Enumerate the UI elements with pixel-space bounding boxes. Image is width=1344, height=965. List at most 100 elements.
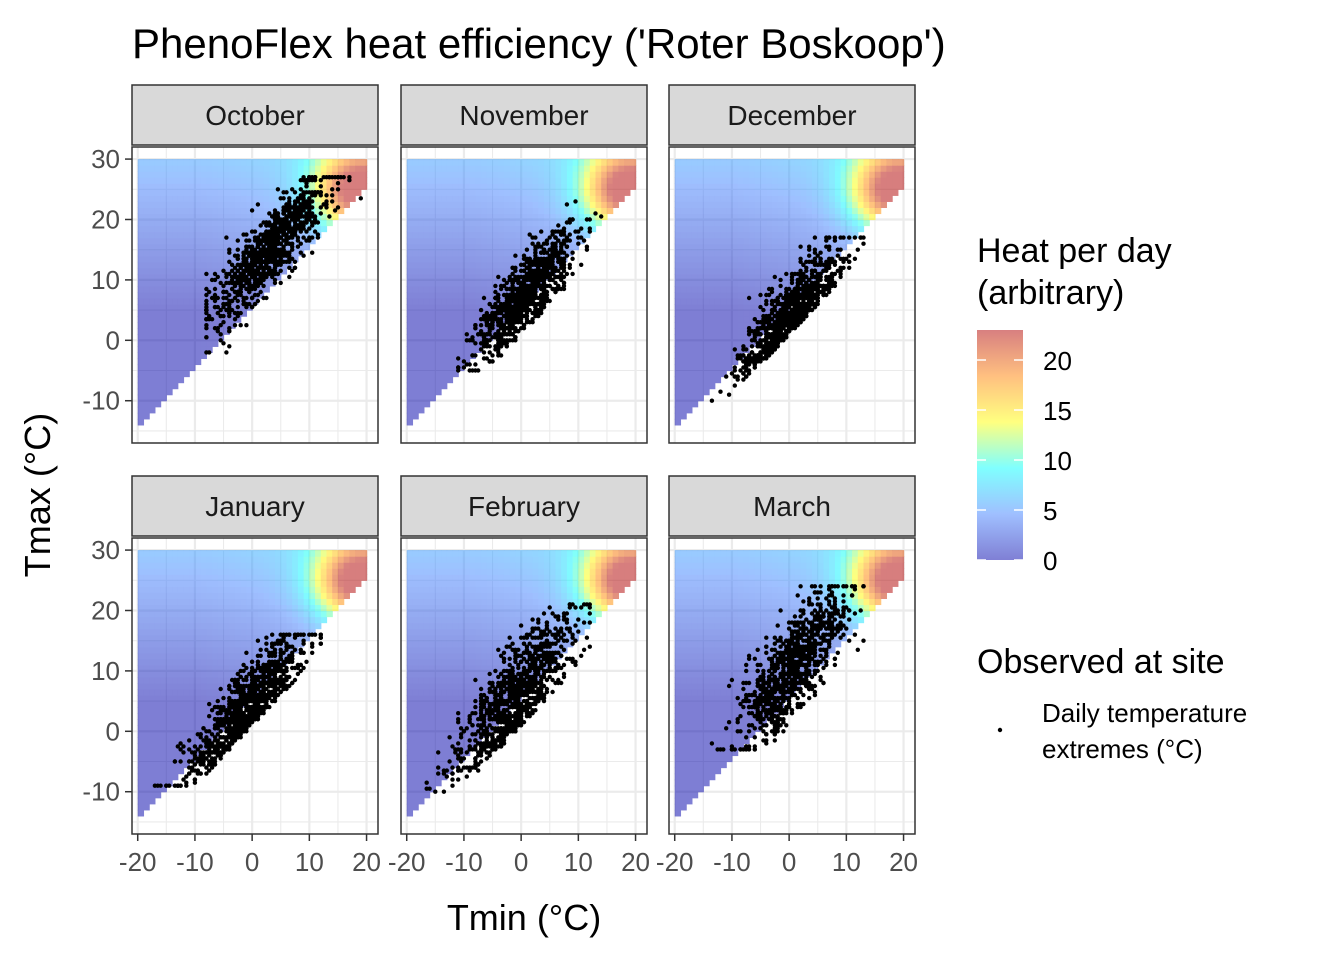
data-point (573, 199, 577, 203)
data-point (496, 275, 500, 279)
data-point (273, 263, 277, 267)
data-point (565, 238, 569, 242)
heat-tile (892, 177, 898, 184)
heat-tile (149, 219, 155, 226)
heat-tile (212, 219, 218, 226)
heat-tile (166, 256, 172, 263)
heat-tile (143, 377, 149, 384)
heat-tile (806, 165, 812, 172)
heat-tile (481, 201, 487, 208)
data-point (499, 302, 503, 306)
heat-tile (407, 340, 413, 347)
heat-tile (424, 371, 430, 378)
heat-tile (195, 201, 201, 208)
heat-tile (578, 219, 584, 226)
heat-tile (703, 298, 709, 305)
heat-tile (475, 183, 481, 190)
heat-tile (172, 219, 178, 226)
heat-tile (183, 364, 189, 371)
heat-tile (178, 201, 184, 208)
heat-tile (538, 159, 544, 166)
heat-tile (195, 340, 201, 347)
heat-tile (189, 364, 195, 371)
heat-tile (692, 207, 698, 214)
heat-tile (823, 213, 829, 220)
heat-tile (498, 262, 504, 269)
data-point (239, 272, 243, 276)
heat-tile (447, 274, 453, 281)
heat-tile (361, 159, 367, 166)
heat-tile (783, 262, 789, 269)
heat-tile (487, 274, 493, 281)
heat-tile (498, 171, 504, 178)
heat-tile (447, 201, 453, 208)
heat-tile (430, 238, 436, 245)
heat-tile (407, 413, 413, 420)
heat-tile (715, 226, 721, 233)
heat-tile (424, 286, 430, 293)
heat-tile (795, 159, 801, 166)
heat-tile (246, 183, 252, 190)
heat-tile (692, 256, 698, 263)
data-point (279, 257, 283, 261)
heat-tile (852, 183, 858, 190)
data-point (250, 296, 254, 300)
heat-tile (224, 171, 230, 178)
heat-tile (149, 226, 155, 233)
heat-tile (829, 226, 835, 233)
heat-tile (761, 244, 767, 251)
heat-tile (778, 165, 784, 172)
heat-tile (218, 238, 224, 245)
heat-tile (441, 371, 447, 378)
data-point (330, 187, 334, 191)
heat-tile (783, 183, 789, 190)
data-point (233, 254, 237, 258)
heat-tile (801, 177, 807, 184)
heat-tile (686, 195, 692, 202)
data-point (227, 329, 231, 333)
heat-tile (590, 171, 596, 178)
heat-tile (561, 189, 567, 196)
data-point (327, 175, 331, 179)
heat-tile (481, 280, 487, 287)
heat-tile (475, 213, 481, 220)
heat-tile (407, 371, 413, 378)
heat-tile (464, 207, 470, 214)
heat-tile (418, 292, 424, 299)
heat-tile (143, 395, 149, 402)
facet-panel-december: December (646, 85, 932, 461)
heat-tile (161, 183, 167, 190)
heat-tile (703, 177, 709, 184)
heat-tile (235, 232, 241, 239)
heat-tile (178, 298, 184, 305)
data-point (290, 242, 294, 246)
heat-tile (258, 159, 264, 166)
data-point (244, 238, 248, 242)
heat-tile (601, 177, 607, 184)
heat-tile (264, 177, 270, 184)
heat-tile (755, 286, 761, 293)
heat-tile (487, 280, 493, 287)
heat-tile (407, 195, 413, 202)
data-point (256, 242, 260, 246)
heat-tile (172, 274, 178, 281)
data-point (284, 242, 288, 246)
heat-tile (201, 262, 207, 269)
heat-tile (138, 395, 144, 402)
heat-tile (772, 226, 778, 233)
heat-tile (550, 189, 556, 196)
heat-tile (309, 159, 315, 166)
heat-tile (624, 189, 630, 196)
heat-tile (493, 165, 499, 172)
heat-tile (601, 207, 607, 214)
heat-tile (755, 250, 761, 257)
heat-tile (749, 244, 755, 251)
heat-tile (726, 165, 732, 172)
heat-tile (766, 244, 772, 251)
heat-tile (161, 389, 167, 396)
heat-tile (149, 183, 155, 190)
heat-tile (447, 171, 453, 178)
data-point (236, 248, 240, 252)
heat-tile (783, 250, 789, 257)
heat-tile (224, 226, 230, 233)
